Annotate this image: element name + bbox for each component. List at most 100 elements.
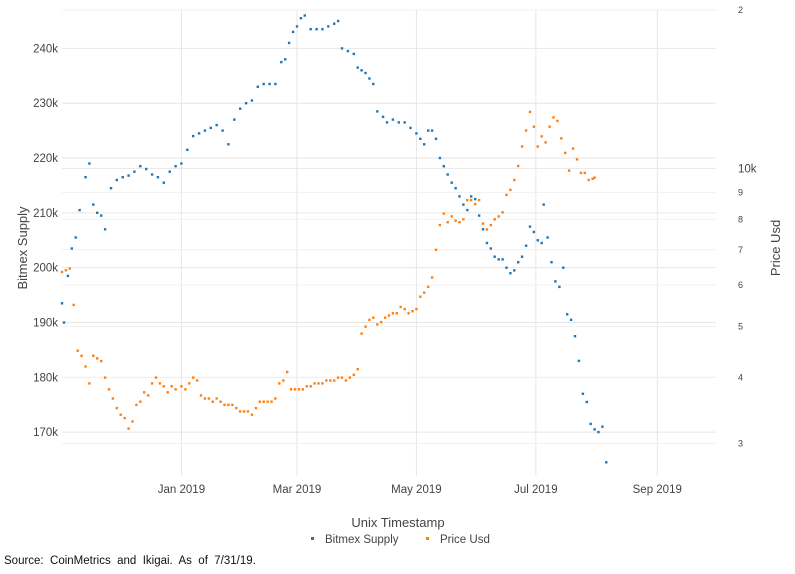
bitmex-supply-point	[419, 137, 422, 140]
price-usd-point	[127, 427, 130, 430]
price-usd-point	[60, 270, 64, 274]
price-usd-point	[92, 354, 95, 357]
price-usd-point	[199, 394, 203, 397]
y-left-tick-label: 220k	[33, 153, 58, 165]
price-usd-point	[438, 223, 442, 227]
bitmex-supply-point	[84, 176, 87, 179]
price-usd-point	[64, 269, 68, 272]
bitmex-supply-point	[493, 255, 496, 258]
bitmex-supply-point	[227, 143, 230, 146]
price-usd-point	[540, 135, 543, 138]
price-usd-point	[250, 413, 254, 416]
y-left-tick-label: 170k	[33, 427, 58, 439]
price-usd-point	[68, 267, 71, 270]
price-usd-point	[242, 410, 246, 413]
x-tick-label: Sep 2019	[633, 484, 682, 496]
bitmex-supply-point	[100, 214, 103, 217]
price-usd-point	[278, 382, 281, 385]
bitmex-supply-point	[96, 211, 99, 214]
price-usd-point	[158, 382, 162, 385]
price-usd-point	[103, 376, 107, 379]
bitmex-supply-point	[554, 280, 557, 283]
y-right-tick-label: 10k	[738, 163, 757, 175]
price-usd-point	[270, 400, 273, 403]
price-usd-point	[188, 382, 191, 385]
price-usd-point	[517, 164, 520, 168]
bitmex-supply-point	[284, 58, 287, 61]
bitmex-supply-point	[291, 30, 295, 34]
price-usd-point	[376, 323, 379, 326]
bitmex-supply-point	[62, 321, 66, 324]
legend[interactable]: Bitmex Supply Price Usd	[311, 534, 490, 546]
price-usd-point	[446, 221, 449, 224]
bitmex-supply-point	[360, 69, 363, 72]
bitmex-supply-point	[280, 60, 283, 64]
price-usd-point	[403, 307, 406, 311]
bitmex-supply-point	[70, 247, 73, 250]
price-usd-point	[266, 400, 269, 403]
price-usd-point	[211, 400, 214, 403]
bitmex-supply-point	[274, 82, 277, 86]
bitmex-supply-point	[192, 134, 195, 138]
price-usd-point	[579, 171, 583, 175]
bitmex-supply-point	[268, 82, 271, 86]
y-right-tick-label: 2	[738, 5, 743, 15]
y-right-tick-label: 4	[738, 373, 743, 383]
plot-area	[60, 14, 608, 464]
bitmex-supply-point	[340, 47, 344, 50]
price-usd-point	[470, 198, 473, 202]
bitmex-supply-point	[156, 176, 160, 179]
bitmex-supply-point	[356, 66, 359, 69]
price-usd-point	[282, 379, 285, 382]
bitmex-supply-point	[180, 162, 183, 165]
price-usd-point	[317, 382, 320, 385]
bitmex-supply-point	[303, 14, 306, 17]
bitmex-supply-point	[462, 203, 465, 206]
price-usd-point	[442, 212, 445, 215]
bitmex-supply-point	[376, 110, 379, 113]
bitmex-supply-point	[221, 129, 224, 132]
bitmex-supply-point	[78, 208, 81, 212]
price-usd-point	[231, 403, 234, 407]
y-left-tick-label: 240k	[33, 43, 58, 55]
bitmex-supply-point	[309, 28, 312, 31]
bitmex-supply-point	[203, 129, 207, 132]
bitmex-supply-point	[74, 236, 77, 239]
bitmex-supply-point	[92, 203, 95, 206]
price-usd-point	[336, 376, 340, 379]
price-usd-point	[477, 198, 481, 202]
bitmex-supply-point	[174, 165, 177, 168]
price-usd-point	[411, 310, 414, 313]
price-usd-point	[591, 177, 594, 180]
price-usd-point	[150, 382, 154, 385]
bitmex-supply-point	[569, 318, 573, 321]
price-usd-point	[207, 397, 211, 400]
price-usd-point	[524, 129, 528, 132]
bitmex-supply-point	[536, 239, 539, 242]
price-usd-point	[258, 400, 261, 403]
price-usd-point	[360, 332, 363, 335]
price-usd-point	[239, 410, 242, 413]
price-usd-point	[262, 400, 265, 403]
price-usd-point	[548, 125, 551, 128]
bitmex-supply-point	[121, 176, 124, 179]
price-usd-point	[139, 400, 142, 403]
bitmex-supply-point	[115, 178, 118, 182]
price-usd-point	[195, 379, 199, 382]
price-usd-point	[474, 202, 477, 206]
price-usd-point	[544, 141, 547, 144]
bitmex-supply-point	[150, 173, 154, 176]
bitmex-supply-point	[385, 121, 389, 124]
price-usd-point	[88, 382, 91, 385]
price-usd-point	[560, 137, 563, 140]
bitmex-supply-point	[566, 313, 569, 316]
bitmex-supply-point	[295, 25, 299, 28]
price-usd-point	[395, 312, 398, 315]
price-usd-point	[575, 158, 579, 161]
price-usd-point	[466, 198, 469, 202]
bitmex-supply-point	[562, 266, 565, 269]
price-usd-point	[147, 394, 150, 397]
price-usd-point	[313, 382, 316, 385]
bitmex-supply-point	[532, 230, 536, 234]
price-usd-point	[462, 218, 465, 221]
